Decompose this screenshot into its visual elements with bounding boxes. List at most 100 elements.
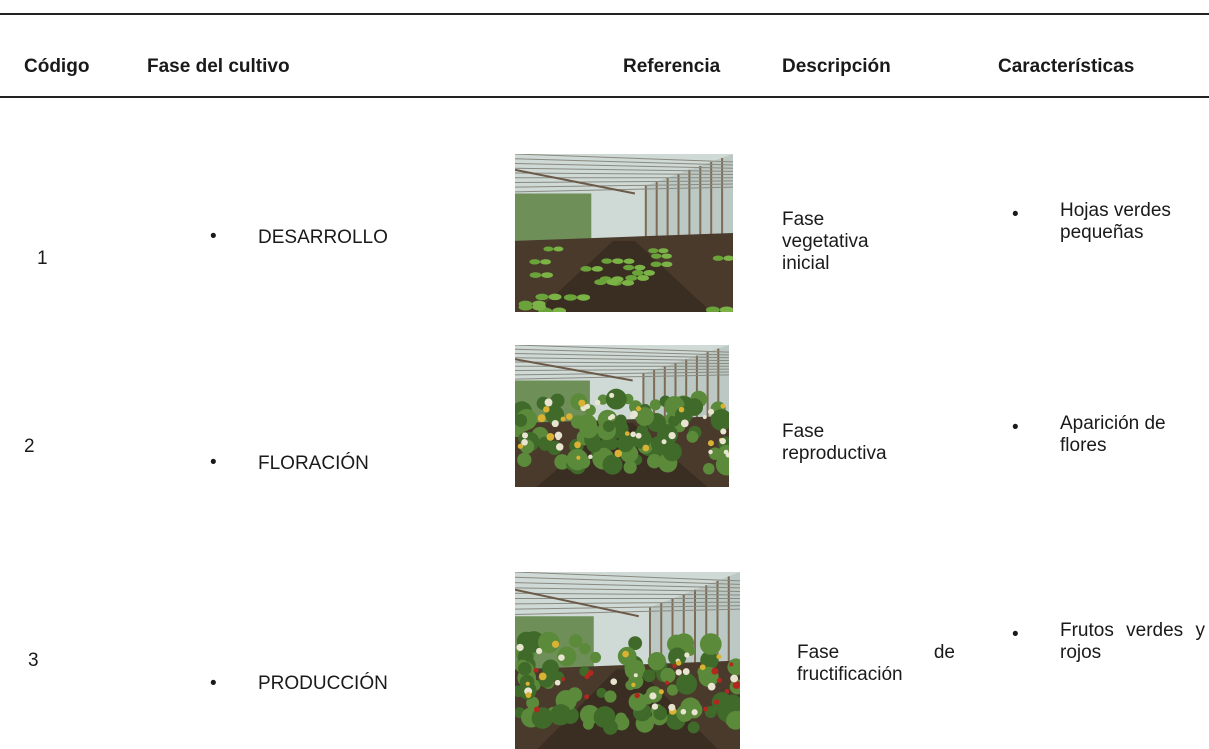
image-part [631, 428, 652, 449]
image-part [515, 588, 639, 618]
image-part [515, 361, 729, 364]
characteristics: Frutos verdes y rojos [1060, 620, 1205, 663]
image-part [625, 275, 638, 281]
image-part [532, 303, 547, 311]
code: 3 [28, 650, 39, 671]
image-part [642, 444, 650, 452]
image-part [615, 414, 627, 426]
image-part [623, 460, 637, 474]
image-part [628, 692, 647, 711]
image-part [517, 443, 524, 449]
image-part [556, 646, 577, 667]
image-part [615, 712, 627, 724]
column-header: Código [24, 56, 90, 77]
image-part [617, 435, 634, 453]
image-part [594, 399, 601, 406]
description: Fase reproductiva [782, 421, 887, 464]
image-part [596, 687, 607, 698]
image-part [680, 419, 689, 428]
image-part [642, 669, 656, 683]
image-part [678, 674, 692, 688]
image-part [515, 601, 740, 605]
image-part [536, 240, 712, 312]
image-part [711, 692, 733, 713]
phase: PRODUCCIÓN [258, 673, 388, 694]
image-part [707, 682, 716, 691]
bullet: • [1012, 204, 1019, 225]
image-part [666, 684, 679, 696]
image-part [515, 162, 733, 169]
image-part [643, 270, 656, 276]
image-part [550, 704, 572, 726]
image-part [548, 293, 562, 301]
image-part [651, 703, 659, 710]
image-part [560, 416, 566, 422]
image-part [515, 572, 740, 582]
image-part [707, 408, 715, 415]
image-part [566, 413, 573, 420]
image-part [518, 661, 532, 676]
image-part [732, 681, 740, 689]
column-header: Características [998, 56, 1135, 77]
image-part [577, 414, 597, 434]
image-part [604, 690, 617, 703]
image-part [515, 158, 733, 166]
image-part [580, 266, 592, 272]
image-part [633, 673, 638, 678]
image-part [550, 393, 565, 408]
image-part [558, 654, 565, 661]
image-part [699, 664, 706, 671]
image-part [649, 399, 661, 411]
image-part [515, 345, 729, 353]
bullet: • [210, 452, 217, 473]
image-part [515, 368, 729, 372]
image-part [515, 358, 633, 382]
image-part [554, 454, 570, 470]
image-part [647, 652, 667, 671]
image-part [515, 348, 729, 356]
image-part [576, 455, 581, 460]
image-part [600, 437, 613, 450]
image-part [515, 357, 729, 362]
image-part [515, 592, 740, 596]
image-part [614, 449, 623, 458]
image-part [515, 167, 733, 172]
image-part [515, 168, 636, 195]
image-part [708, 449, 713, 455]
image-part [517, 452, 532, 467]
image-part [552, 307, 567, 312]
image-part [515, 413, 528, 427]
image-part [544, 398, 553, 407]
image-part [672, 663, 677, 668]
image-part [716, 654, 722, 660]
image-part [661, 261, 673, 268]
image-part [612, 258, 623, 264]
reference-image [515, 154, 733, 312]
image-part [605, 388, 627, 410]
image-part [649, 692, 657, 700]
image-part [551, 640, 560, 648]
image-part [678, 406, 685, 413]
image-part [651, 253, 662, 259]
image-part [713, 699, 720, 705]
image-part [551, 419, 559, 428]
image-part [658, 248, 669, 254]
image-part [584, 403, 591, 410]
image-part [518, 303, 533, 311]
image-part [711, 667, 719, 675]
image-part [569, 634, 583, 648]
image-part [526, 696, 540, 710]
image-part [630, 431, 636, 438]
image-part [537, 631, 560, 654]
image-part [538, 672, 547, 681]
image-part [680, 708, 687, 715]
image-part [589, 651, 602, 663]
image-part [624, 431, 630, 436]
image-part [515, 180, 733, 183]
image-part [628, 636, 643, 651]
image-part [525, 681, 530, 686]
image-part [648, 248, 659, 254]
image-part [521, 439, 528, 446]
image-part [687, 721, 700, 734]
